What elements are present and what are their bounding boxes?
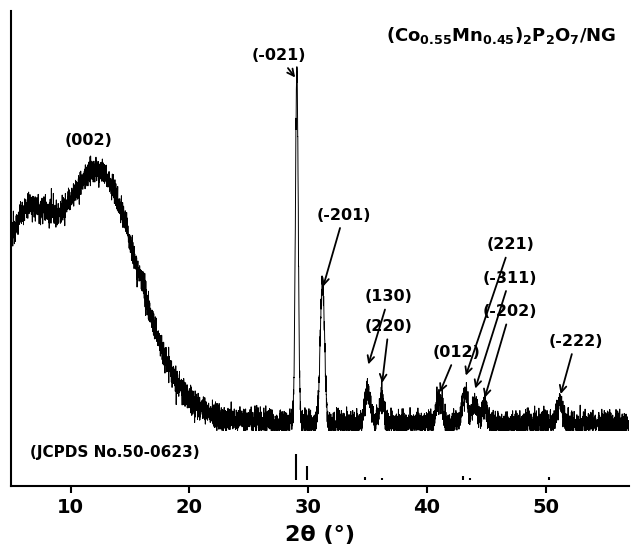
Text: (-202): (-202) — [483, 304, 538, 396]
Text: (002): (002) — [65, 133, 112, 148]
Text: (-021): (-021) — [251, 48, 306, 76]
Text: (220): (220) — [365, 319, 413, 381]
Text: (-311): (-311) — [475, 271, 538, 386]
Text: (221): (221) — [465, 237, 534, 374]
Text: (130): (130) — [365, 289, 413, 363]
Text: (JCPDS No.50-0623): (JCPDS No.50-0623) — [29, 445, 199, 460]
Text: (012): (012) — [433, 345, 481, 390]
Text: (-201): (-201) — [317, 207, 371, 285]
Text: (-222): (-222) — [548, 334, 603, 392]
Text: $\mathbf{(Co_{0.55}Mn_{0.45})_2P_2O_7/NG}$: $\mathbf{(Co_{0.55}Mn_{0.45})_2P_2O_7/NG… — [387, 26, 616, 46]
X-axis label: 2θ (°): 2θ (°) — [285, 525, 355, 545]
